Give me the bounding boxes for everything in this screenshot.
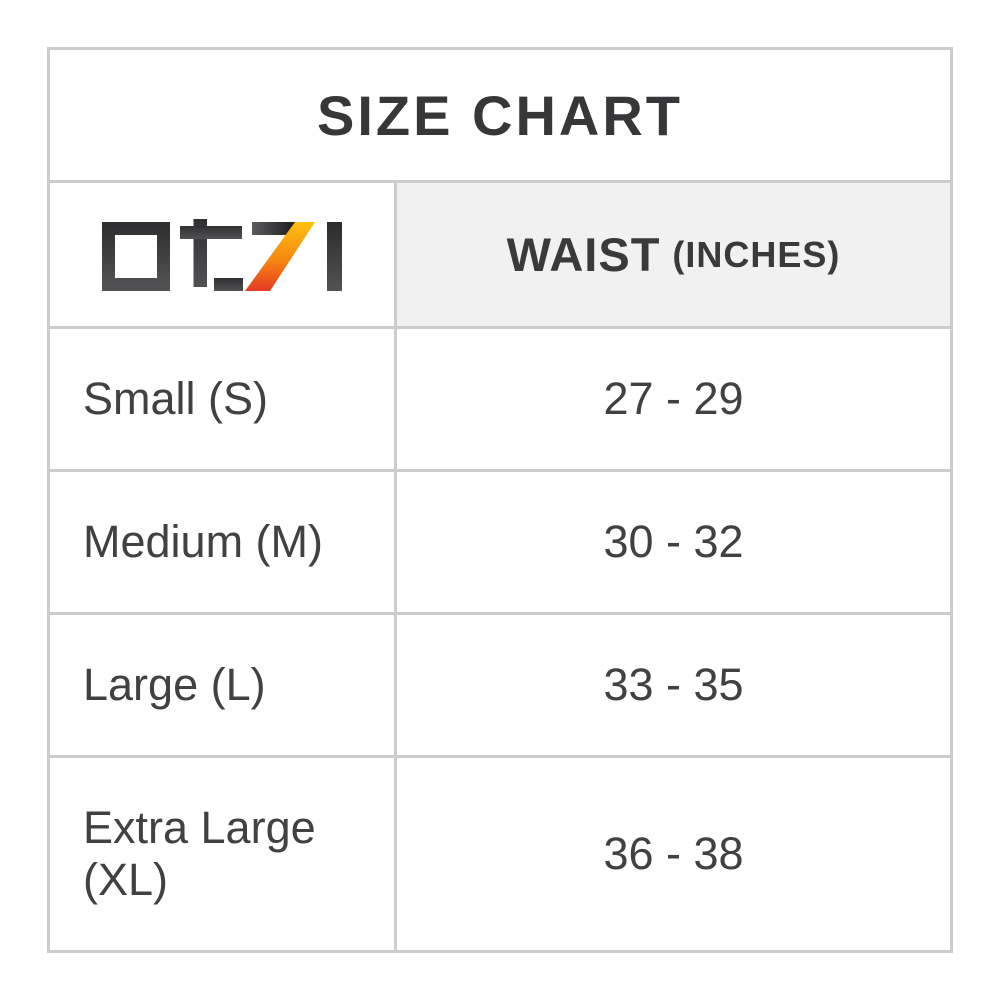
waist-header-label: WAIST xyxy=(506,228,661,281)
header-row: WAIST (INCHES) xyxy=(50,183,950,329)
waist-value: 36 - 38 xyxy=(603,828,744,879)
size-label: Extra Large (XL) xyxy=(50,758,397,950)
size-label: Medium (M) xyxy=(50,472,397,612)
table-row-large: Large (L) 33 - 35 xyxy=(50,615,950,758)
table-row-extra-large: Extra Large (XL) 36 - 38 xyxy=(50,758,950,950)
waist-value: 30 - 32 xyxy=(603,516,744,567)
size-label: Small (S) xyxy=(50,329,397,469)
brand-logo-cell xyxy=(50,183,397,326)
waist-value: 33 - 35 xyxy=(603,659,744,710)
waist-header-unit: (INCHES) xyxy=(672,233,841,275)
table-row-medium: Medium (M) 30 - 32 xyxy=(50,472,950,615)
waist-value: 27 - 29 xyxy=(603,373,744,424)
table-row-small: Small (S) 27 - 29 xyxy=(50,329,950,472)
page-title: SIZE CHART xyxy=(317,83,683,147)
size-label: Large (L) xyxy=(50,615,397,755)
otzi-logo-icon xyxy=(102,218,342,291)
size-chart-table: SIZE CHART xyxy=(47,47,953,953)
waist-header-cell: WAIST (INCHES) xyxy=(397,183,950,326)
title-row: SIZE CHART xyxy=(50,50,950,183)
